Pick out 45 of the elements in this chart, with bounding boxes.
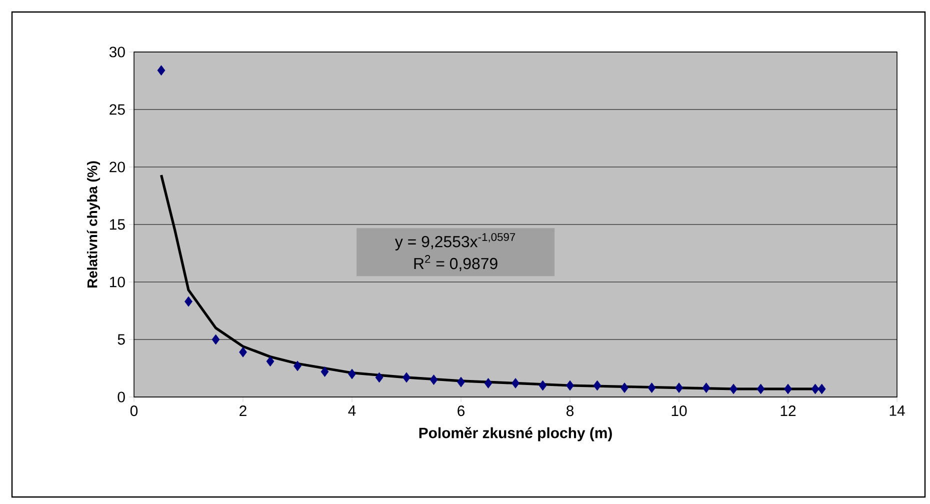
- point: [375, 372, 384, 383]
- x-axis-title: Poloměr zkusné plochy (m): [419, 426, 612, 442]
- point: [811, 384, 820, 394]
- point: [320, 366, 329, 377]
- point: [512, 378, 520, 388]
- point: [430, 374, 438, 385]
- x-tick-label: 10: [672, 406, 687, 416]
- point: [239, 346, 247, 358]
- x-tick-label: 4: [348, 406, 356, 416]
- point: [457, 376, 465, 388]
- point: [593, 380, 602, 391]
- point: [818, 384, 826, 394]
- y-tick-label: 30: [109, 46, 125, 58]
- y-tick-label: 10: [110, 276, 125, 288]
- point: [702, 382, 710, 393]
- x-tick-label: 14: [890, 406, 905, 416]
- annotation: y = 9,2553x$^{-1,0597}$: [394, 233, 516, 250]
- x-tick-label: 6: [458, 406, 465, 416]
- point: [730, 384, 738, 394]
- point: [266, 356, 274, 367]
- point: [184, 296, 192, 307]
- x-tick-label: 2: [240, 406, 246, 416]
- point: [212, 334, 220, 345]
- point: [538, 380, 547, 391]
- point: [648, 382, 656, 393]
- y-tick-label: 20: [110, 162, 125, 172]
- point: [675, 382, 683, 393]
- point: [784, 384, 792, 394]
- point: [620, 382, 628, 393]
- point: [566, 380, 574, 391]
- annotation: R$^{2}$ = 0,9879: [414, 255, 498, 272]
- point: [756, 384, 765, 394]
- y-tick-label: 25: [110, 104, 125, 115]
- point: [157, 65, 166, 76]
- y-tick-label: 5: [118, 334, 125, 345]
- point: [402, 372, 410, 383]
- y-tick-label: 0: [118, 392, 125, 402]
- x-tick-label: 0: [130, 406, 138, 416]
- x-tick-label: 12: [780, 406, 796, 416]
- x-tick-label: 8: [566, 406, 574, 416]
- y-tick-label: 15: [110, 219, 125, 230]
- point: [348, 368, 356, 380]
- point: [484, 378, 492, 388]
- y-axis-title: Relativní chyba (%): [86, 161, 100, 288]
- point: [294, 360, 302, 372]
